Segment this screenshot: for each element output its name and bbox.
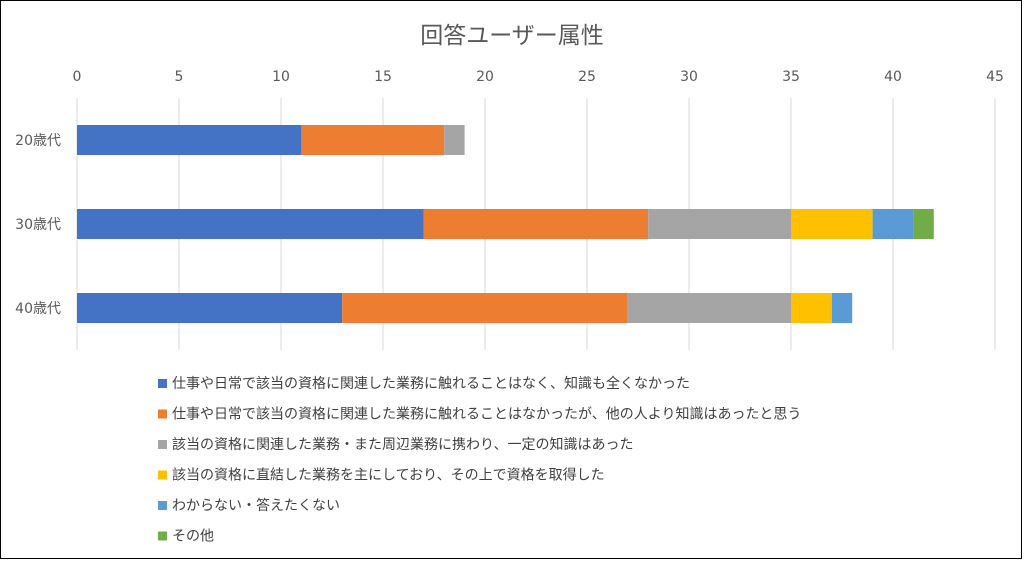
legend-label: 仕事や日常で該当の資格に関連した業務に触れることはなく、知識も全くなかった [172, 375, 690, 392]
bar-segment [913, 209, 934, 239]
bar-segments [77, 125, 934, 323]
bar-segment [423, 209, 649, 239]
bar-segment [77, 293, 343, 323]
legend-label: わからない・答えたくない [172, 497, 340, 514]
x-tick-label: 30 [680, 69, 698, 85]
x-tick-label: 35 [782, 69, 800, 85]
x-tick-label: 15 [374, 69, 392, 85]
legend-label: 該当の資格に直結した業務を主にしており、その上で資格を取得した [172, 467, 605, 484]
legend-swatch [158, 470, 167, 480]
category-label: 30歳代 [15, 217, 61, 233]
bar-segment [444, 125, 465, 155]
x-tick-label: 40 [884, 69, 902, 85]
bar-segment [791, 293, 832, 323]
legend-label: 該当の資格に関連した業務・また周辺業務に携わり、一定の知識はあった [172, 436, 633, 453]
category-labels: 20歳代 30歳代 40歳代 [15, 133, 61, 317]
bar-segment [791, 209, 873, 239]
legend-swatch [158, 379, 167, 388]
category-label: 20歳代 [15, 133, 61, 149]
bar-segment [77, 125, 302, 155]
bar-segment [342, 293, 628, 323]
legend-swatch [158, 409, 167, 419]
legend-swatch [158, 501, 167, 510]
chart-title: 回答ユーザー属性 [420, 23, 604, 49]
bar-segment [627, 293, 791, 323]
x-tick-label: 25 [578, 69, 596, 85]
legend-label: 仕事や日常で該当の資格に関連した業務に触れることはなかったが、他の人より知識はあ… [172, 406, 801, 423]
x-tick-label: 5 [175, 69, 184, 85]
x-tick-label: 20 [476, 69, 494, 85]
x-tick-label: 10 [272, 69, 290, 85]
bar-segment [872, 209, 914, 239]
bar-segment [301, 125, 445, 155]
bar-segment [831, 293, 853, 323]
legend-swatch [158, 531, 167, 541]
category-label: 40歳代 [15, 301, 61, 317]
bar-segment [648, 209, 791, 239]
x-tick-label: 0 [73, 69, 82, 85]
legend-swatch [158, 440, 167, 449]
x-tick-label: 45 [986, 69, 1004, 85]
legend-label: その他 [172, 529, 214, 545]
legend: 仕事や日常で該当の資格に関連した業務に触れることはなく、知識も全くなかった仕事や… [158, 375, 801, 545]
x-axis-ticks: 0 5 10 15 20 25 30 35 40 45 [73, 69, 1004, 85]
bar-segment [77, 209, 424, 239]
